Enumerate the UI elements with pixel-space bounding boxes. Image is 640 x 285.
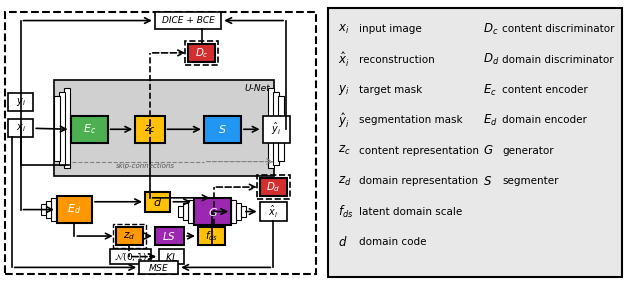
FancyBboxPatch shape — [204, 115, 241, 143]
FancyBboxPatch shape — [41, 204, 46, 215]
Text: $d$: $d$ — [153, 196, 163, 208]
Text: reconstruction: reconstruction — [360, 55, 435, 65]
Text: $y_i$: $y_i$ — [338, 83, 349, 97]
FancyBboxPatch shape — [188, 200, 193, 223]
Text: $E_c$: $E_c$ — [83, 122, 96, 136]
FancyBboxPatch shape — [139, 260, 179, 274]
FancyBboxPatch shape — [46, 201, 51, 218]
Text: $G$: $G$ — [207, 205, 218, 217]
FancyBboxPatch shape — [273, 92, 279, 164]
FancyBboxPatch shape — [260, 202, 287, 221]
Text: $D_d$: $D_d$ — [483, 52, 499, 67]
FancyBboxPatch shape — [57, 196, 92, 223]
FancyBboxPatch shape — [109, 249, 151, 264]
FancyBboxPatch shape — [198, 227, 225, 245]
Text: $f_{ds}$: $f_{ds}$ — [338, 203, 353, 220]
Text: $z_c$: $z_c$ — [144, 123, 156, 135]
Text: segmentation mask: segmentation mask — [360, 115, 463, 125]
Text: domain discriminator: domain discriminator — [502, 55, 614, 65]
Text: domain code: domain code — [360, 237, 427, 247]
FancyBboxPatch shape — [328, 8, 622, 277]
FancyBboxPatch shape — [54, 80, 275, 176]
Text: $\mathcal{N}(0,1)$: $\mathcal{N}(0,1)$ — [114, 251, 147, 262]
Text: $E_d$: $E_d$ — [67, 203, 81, 217]
Text: latent domain scale: latent domain scale — [360, 207, 463, 217]
FancyBboxPatch shape — [116, 227, 143, 245]
Text: skip-connections: skip-connections — [115, 162, 175, 168]
Text: domain representation: domain representation — [360, 176, 479, 186]
FancyBboxPatch shape — [188, 44, 216, 62]
Text: $D_c$: $D_c$ — [195, 46, 209, 60]
Text: $z_d$: $z_d$ — [338, 175, 351, 188]
Text: $d$: $d$ — [338, 235, 348, 249]
FancyBboxPatch shape — [63, 88, 70, 168]
FancyBboxPatch shape — [241, 206, 246, 217]
Text: $\hat{y}_i$: $\hat{y}_i$ — [338, 111, 349, 130]
FancyBboxPatch shape — [145, 192, 170, 211]
Text: $MSE$: $MSE$ — [148, 262, 169, 273]
Text: domain encoder: domain encoder — [502, 115, 588, 125]
Text: $x_i$: $x_i$ — [15, 122, 26, 134]
Text: $E_c$: $E_c$ — [483, 83, 497, 98]
FancyBboxPatch shape — [159, 249, 184, 264]
FancyBboxPatch shape — [260, 178, 287, 196]
Text: $KL$: $KL$ — [164, 251, 178, 262]
Text: $\hat{y}_i$: $\hat{y}_i$ — [271, 121, 281, 137]
FancyBboxPatch shape — [135, 115, 164, 143]
FancyBboxPatch shape — [268, 88, 275, 168]
FancyBboxPatch shape — [194, 198, 231, 225]
FancyBboxPatch shape — [179, 206, 183, 217]
Text: $f_{ds}$: $f_{ds}$ — [205, 229, 218, 243]
Text: U-Net: U-Net — [244, 84, 270, 93]
FancyBboxPatch shape — [51, 198, 56, 221]
Text: $D_d$: $D_d$ — [266, 180, 280, 194]
Text: $y_i$: $y_i$ — [15, 96, 26, 108]
FancyBboxPatch shape — [59, 92, 65, 164]
FancyBboxPatch shape — [155, 12, 221, 29]
Text: target mask: target mask — [360, 85, 423, 95]
Text: DICE + BCE: DICE + BCE — [162, 16, 214, 25]
Text: $\hat{x}_i$: $\hat{x}_i$ — [338, 51, 349, 69]
FancyBboxPatch shape — [54, 96, 60, 161]
Text: segmenter: segmenter — [502, 176, 559, 186]
Text: input image: input image — [360, 24, 422, 34]
FancyBboxPatch shape — [262, 115, 290, 143]
Text: $LS$: $LS$ — [163, 230, 177, 242]
FancyBboxPatch shape — [8, 93, 33, 111]
Text: $D_c$: $D_c$ — [483, 22, 499, 37]
FancyBboxPatch shape — [231, 200, 236, 223]
Text: generator: generator — [502, 146, 554, 156]
FancyBboxPatch shape — [8, 119, 33, 137]
Text: $z_c$: $z_c$ — [338, 144, 351, 157]
FancyBboxPatch shape — [155, 227, 184, 245]
Text: content representation: content representation — [360, 146, 479, 156]
Text: $E_d$: $E_d$ — [483, 113, 498, 128]
Text: $\hat{x}_i$: $\hat{x}_i$ — [268, 203, 278, 219]
FancyBboxPatch shape — [236, 203, 241, 220]
Text: content encoder: content encoder — [502, 85, 588, 95]
Text: $z_d$: $z_d$ — [124, 230, 135, 242]
Text: content discriminator: content discriminator — [502, 24, 615, 34]
Text: $G$: $G$ — [483, 144, 493, 157]
Text: $S$: $S$ — [483, 175, 492, 188]
FancyBboxPatch shape — [278, 96, 284, 161]
Text: $x_i$: $x_i$ — [338, 23, 349, 36]
FancyBboxPatch shape — [183, 203, 188, 220]
FancyBboxPatch shape — [70, 115, 108, 143]
Text: $S$: $S$ — [218, 123, 227, 135]
